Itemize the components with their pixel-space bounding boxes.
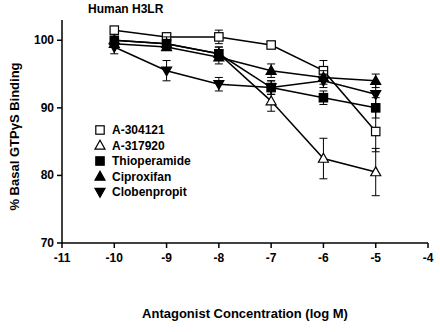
x-tick	[375, 243, 377, 248]
series-line	[114, 47, 375, 94]
data-point	[371, 76, 381, 85]
x-tick	[61, 243, 63, 248]
data-point	[162, 42, 172, 51]
series	[109, 35, 380, 196]
data-point	[266, 84, 276, 93]
plot-area	[109, 26, 380, 196]
x-tick-label: -11	[54, 251, 71, 265]
error-bar	[319, 138, 327, 179]
series-line	[114, 40, 375, 108]
data-point	[266, 65, 276, 74]
series-line	[114, 30, 375, 131]
x-axis	[62, 242, 428, 244]
legend-marker	[96, 126, 104, 134]
error-bar	[215, 47, 223, 61]
x-tick-label: -6	[318, 251, 329, 265]
data-point	[267, 83, 275, 91]
data-point	[109, 43, 119, 52]
series	[110, 36, 380, 118]
data-point	[371, 167, 381, 176]
data-point	[371, 91, 381, 100]
error-bar	[319, 74, 327, 88]
series-line	[114, 44, 375, 81]
y-tick	[57, 175, 62, 177]
data-point	[372, 127, 380, 135]
error-bar	[372, 84, 380, 104]
data-point	[162, 67, 172, 76]
x-tick-label: -10	[106, 251, 124, 265]
x-tick-label: -8	[214, 251, 225, 265]
error-bar	[215, 77, 223, 91]
y-tick-label: 80	[41, 168, 55, 182]
legend-marker	[95, 171, 105, 180]
chart: Human H3LR 70 80 90 100 -11 -10 -9 -8 -7 -6 -5 -4 Ant…	[0, 0, 440, 332]
x-tick-label: -5	[370, 251, 381, 265]
data-point	[266, 96, 276, 105]
x-tick	[114, 243, 116, 248]
y-tick-label: 70	[41, 236, 55, 250]
data-point	[215, 33, 223, 41]
data-point	[319, 94, 327, 102]
error-bar	[267, 81, 275, 95]
x-tick	[270, 243, 272, 248]
series	[110, 26, 380, 152]
legend-label: A-304121	[112, 123, 165, 137]
x-tick	[218, 243, 220, 248]
error-bar	[319, 91, 327, 105]
y-tick-label: 100	[34, 33, 54, 47]
x-tick-label: -9	[161, 251, 172, 265]
error-bar	[215, 30, 223, 44]
x-tick	[166, 243, 168, 248]
y-tick	[57, 107, 62, 109]
legend-marker	[95, 140, 105, 149]
error-bar	[163, 37, 171, 51]
error-bar	[110, 40, 118, 54]
error-bar	[267, 64, 275, 78]
title: Human H3LR	[88, 2, 164, 16]
x-tick-label: -7	[266, 251, 277, 265]
y-axis-label: % Basal GTPγS Binding	[7, 62, 22, 210]
series	[109, 40, 380, 104]
error-bar	[372, 148, 380, 195]
y-tick-label: 90	[41, 101, 55, 115]
error-bar	[215, 50, 223, 64]
legend-marker	[95, 188, 105, 197]
data-point	[267, 41, 275, 49]
data-point	[214, 80, 224, 89]
legend: A-304121 A-317920Thioperamide CiproxifanCl…	[95, 123, 191, 199]
x-tick	[427, 243, 429, 248]
x-tick	[323, 243, 325, 248]
error-bar	[267, 81, 275, 95]
error-bar	[215, 47, 223, 61]
data-point	[318, 153, 328, 162]
legend-label: Thioperamide	[112, 154, 191, 168]
x-axis-label: Antagonist Concentration (log M)	[142, 306, 348, 321]
legend-marker	[96, 157, 104, 165]
error-bar	[163, 61, 171, 81]
data-point	[110, 26, 118, 34]
legend-label: Ciproxifan	[112, 170, 171, 184]
y-tick	[57, 40, 62, 42]
x-tick-label: -4	[423, 251, 434, 265]
error-bar	[110, 27, 118, 34]
y-axis	[61, 20, 63, 243]
legend-label: A-317920	[112, 139, 165, 153]
data-point	[214, 52, 224, 61]
error-bar	[267, 42, 275, 49]
data-point	[318, 77, 328, 86]
legend-label: Clobenpropit	[112, 185, 187, 199]
